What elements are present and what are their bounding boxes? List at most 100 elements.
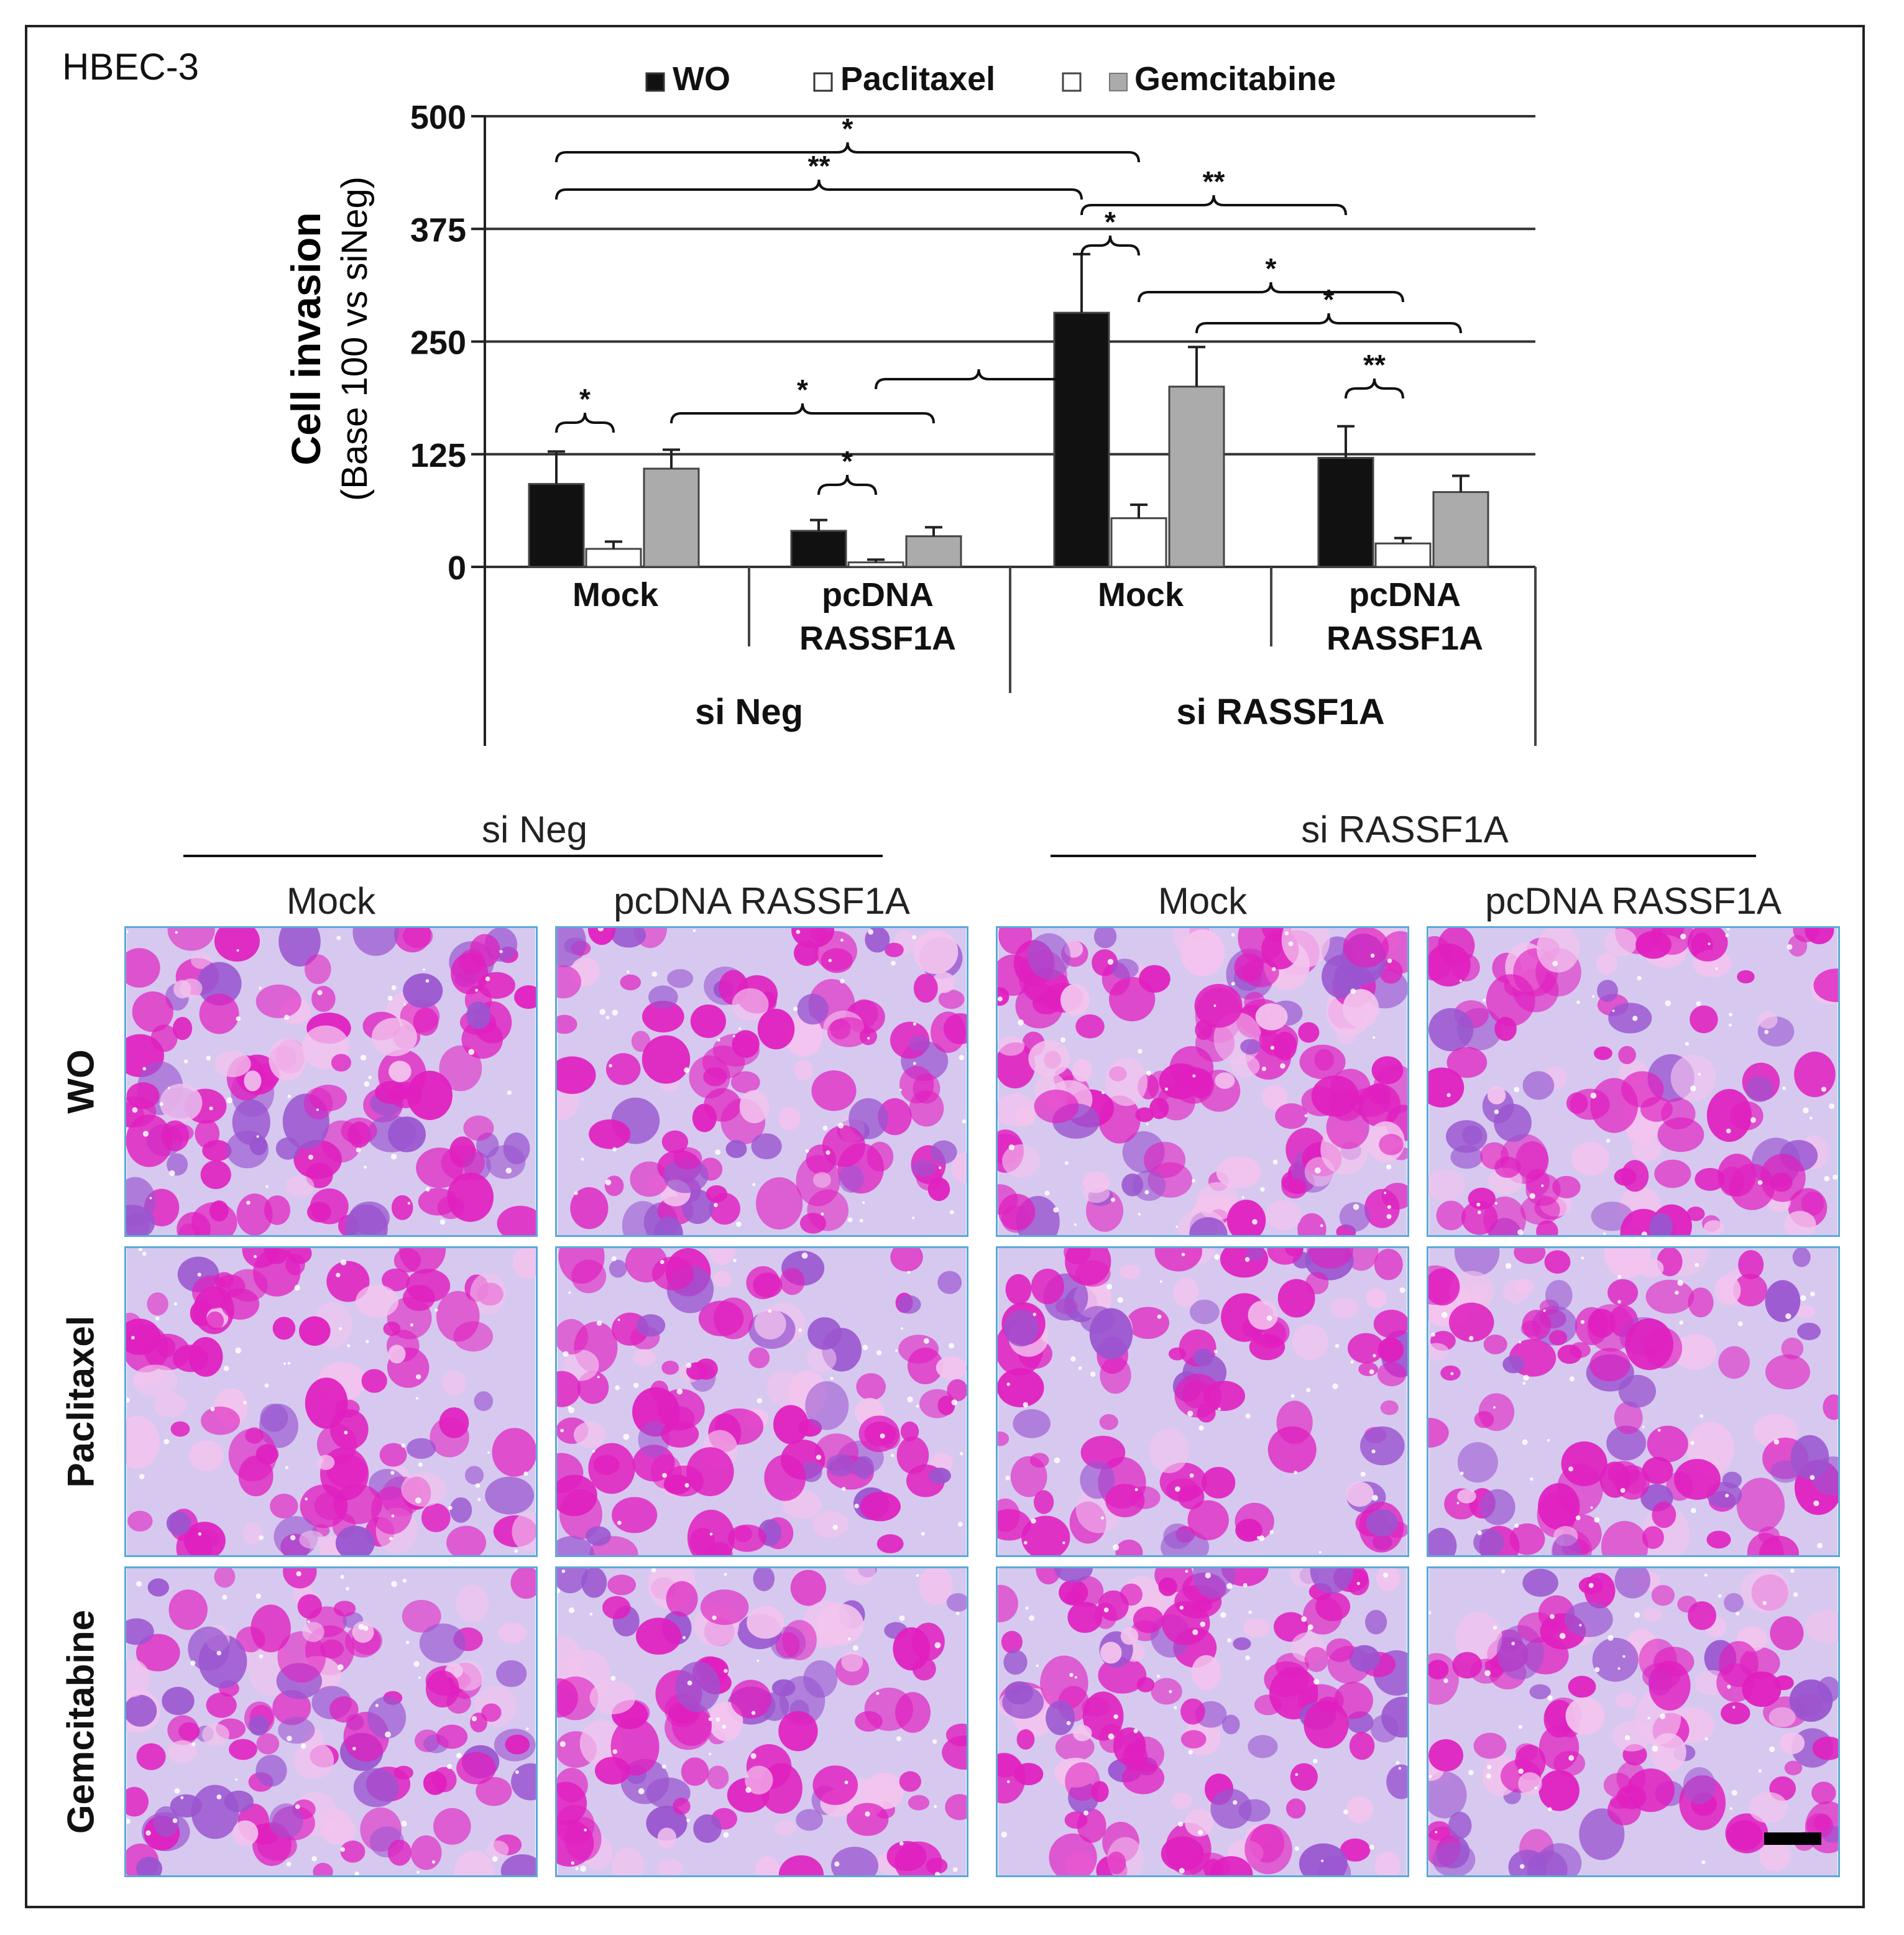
bar <box>1053 311 1110 568</box>
bar <box>847 561 904 568</box>
micrograph-panel <box>996 1246 1409 1557</box>
cell-line-label: HBEC-3 <box>62 46 199 88</box>
significance-label: ** <box>1363 349 1386 381</box>
bar-series <box>528 252 1489 568</box>
group-label: si RASSF1A <box>1176 692 1384 732</box>
significance-label: ** <box>808 150 830 182</box>
legend-swatch <box>645 72 665 92</box>
micrograph-image <box>557 1568 967 1875</box>
bar <box>585 548 642 568</box>
category-label: RASSF1A <box>1327 620 1483 657</box>
significance-bracket <box>555 412 615 433</box>
column-header: Mock <box>286 880 376 922</box>
micrograph-panel <box>124 1246 538 1557</box>
significance-bracket <box>555 142 1140 163</box>
micrograph-image <box>557 928 967 1235</box>
y-tick-label: 375 <box>410 211 466 249</box>
bar <box>1317 457 1374 568</box>
significance-bracket <box>1080 235 1140 256</box>
category-label: Mock <box>573 576 659 614</box>
significance-bracket <box>1080 195 1347 216</box>
bar <box>1168 385 1225 568</box>
micrograph-panel <box>124 926 538 1237</box>
group-underline <box>183 855 883 857</box>
significance-bracket <box>1138 282 1404 303</box>
legend-swatch-outline <box>1062 72 1082 92</box>
y-tick-label: 500 <box>410 99 466 136</box>
figure-frame <box>25 25 1865 1908</box>
micrograph-image <box>557 1248 967 1555</box>
legend-swatch <box>813 72 833 92</box>
chart-gridlines <box>485 115 1535 568</box>
category-label: pcDNA <box>1349 576 1461 614</box>
micrograph-image <box>998 1568 1407 1875</box>
micrograph-panel <box>555 1566 968 1877</box>
bar <box>905 535 962 568</box>
category-label: RASSF1A <box>799 620 956 657</box>
y-axis-label: Cell invasion (Base 100 vs siNeg) <box>283 177 375 501</box>
micrograph-image <box>1428 1248 1838 1555</box>
y-axis-title: Cell invasion <box>283 212 329 465</box>
y-axis: 0 125 250 375 500 <box>410 99 486 746</box>
significance-label: * <box>1105 206 1116 238</box>
category-label: pcDNA <box>822 576 934 614</box>
micrograph-image <box>998 928 1407 1235</box>
legend-label: Gemcitabine <box>1134 60 1336 98</box>
micrograph-panel <box>124 1566 538 1877</box>
bar <box>1432 491 1489 568</box>
significance-bracket <box>1345 378 1404 399</box>
bar <box>643 467 700 568</box>
x-axis: Mock pcDNA RASSF1A Mock pcDNA RASSF1A si Neg si… <box>573 567 1537 746</box>
micrograph-image <box>1428 928 1838 1235</box>
row-label: Paclitaxel <box>60 1315 102 1488</box>
bar-chart: HBEC-3 WO Paclitaxel Gemcitabine 0 125 250 37… <box>62 46 1537 746</box>
significance-label: * <box>1266 252 1277 285</box>
micrograph-image <box>126 1568 536 1875</box>
significance-label: ** <box>1203 165 1225 198</box>
significance-label: * <box>842 445 853 477</box>
significance-label: * <box>842 113 853 145</box>
group-label: si Neg <box>695 692 803 732</box>
group-underline <box>1051 855 1756 857</box>
legend-swatch <box>1109 73 1128 91</box>
y-tick-label: 0 <box>448 549 466 587</box>
bar <box>790 530 847 568</box>
group-header: si RASSF1A <box>1301 809 1509 850</box>
significance-brackets: ************* <box>555 113 1462 495</box>
micrograph-panel <box>996 926 1409 1237</box>
column-header: Mock <box>1157 880 1248 922</box>
y-tick-label: 250 <box>410 324 466 362</box>
significance-label: * <box>797 374 808 406</box>
significance-bracket <box>875 369 1083 390</box>
micrograph-panel <box>555 1246 968 1557</box>
column-header: pcDNA RASSF1A <box>1485 880 1782 922</box>
micrograph-image <box>126 928 536 1235</box>
y-tick-label: 125 <box>410 437 466 474</box>
significance-label: * <box>1323 283 1335 316</box>
micrograph-image <box>998 1248 1407 1555</box>
micrograph-panel <box>996 1566 1409 1877</box>
micrograph-image <box>1428 1568 1838 1875</box>
significance-bracket <box>555 179 1083 200</box>
micrograph-panel <box>1427 1246 1840 1557</box>
category-label: Mock <box>1098 576 1184 614</box>
significance-bracket <box>670 403 935 424</box>
significance-label: * <box>579 383 591 415</box>
legend-label: Paclitaxel <box>840 60 995 98</box>
row-label: WO <box>60 1049 102 1114</box>
significance-bracket <box>817 474 877 495</box>
legend-label: WO <box>673 60 730 98</box>
group-header: si Neg <box>481 809 588 850</box>
bar <box>1374 542 1432 568</box>
significance-bracket <box>1195 313 1462 334</box>
micrograph-panel <box>1427 926 1840 1237</box>
micrograph-panel <box>555 926 968 1237</box>
micrograph-image <box>126 1248 536 1555</box>
y-axis-subtitle: (Base 100 vs siNeg) <box>334 177 375 501</box>
column-header: pcDNA RASSF1A <box>614 880 910 922</box>
micrograph-panel <box>1427 1566 1840 1877</box>
row-label: Gemcitabine <box>60 1609 102 1834</box>
chart-legend: WO Paclitaxel Gemcitabine <box>645 60 1336 98</box>
bar <box>1110 517 1167 568</box>
bar <box>528 483 585 568</box>
